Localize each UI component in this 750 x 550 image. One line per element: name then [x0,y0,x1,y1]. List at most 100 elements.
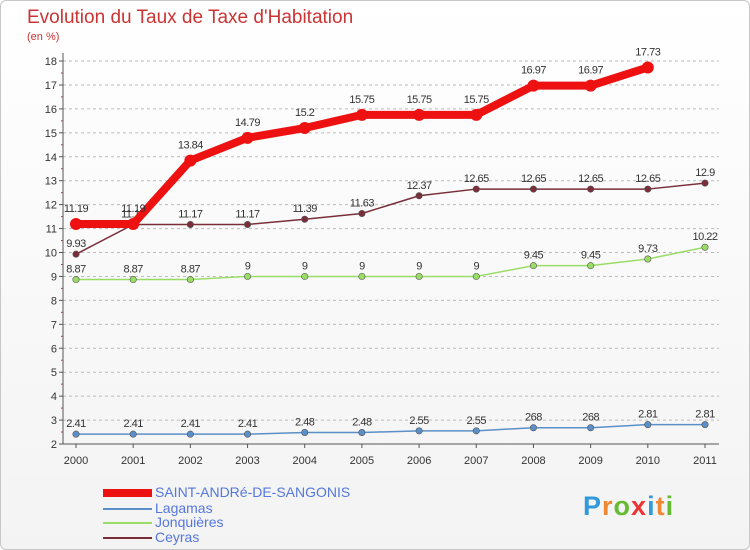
x-tick-label: 2006 [407,455,431,467]
data-label: 12.65 [464,173,489,185]
x-tick-label: 2010 [636,455,660,467]
data-label: 15.2 [295,107,315,119]
data-label: 268 [525,412,542,424]
data-point [301,429,309,437]
x-tick-label: 2004 [292,455,316,467]
data-point [527,79,540,92]
data-point [529,424,537,432]
data-label: 9 [359,260,365,272]
y-tick-label: 6 [51,343,57,355]
y-tick-label: 17 [45,80,57,92]
y-tick-label: 15 [45,128,57,140]
series-line [75,246,706,281]
data-point [186,430,194,438]
data-label: 2.41 [238,418,258,430]
data-label: 11.17 [235,208,260,220]
data-point [701,421,709,429]
proxiti-logo: Proxiti [583,491,674,522]
data-label: 17.73 [635,46,660,58]
data-label: 12.37 [407,180,432,192]
data-label: 2.55 [409,415,429,427]
data-point [413,108,426,121]
data-label: 9 [473,260,479,272]
x-tick-label: 2009 [578,455,602,467]
x-tick-label: 2003 [235,455,259,467]
x-tick-label: 2007 [464,455,488,467]
data-point [301,272,309,280]
data-point [184,154,197,167]
data-point [244,272,252,280]
data-label: 11.39 [293,203,318,215]
data-label: 9.45 [581,250,601,262]
y-tick-label: 8 [51,295,57,307]
data-label: 11.19 [121,203,146,215]
data-point [72,276,80,284]
data-point [644,255,652,263]
data-label: 9 [416,260,422,272]
data-label: 12.9 [695,167,715,179]
data-label: 8.87 [181,264,201,276]
data-label: 9.73 [638,243,658,255]
data-point [644,421,652,429]
y-axis-unit-label: (en %) [27,31,60,43]
data-point [415,427,423,435]
data-label: 9 [245,260,251,272]
logo-letter: t [655,491,666,521]
y-tick-label: 14 [45,152,57,164]
data-point [701,243,709,251]
y-tick-label: 3 [51,415,57,427]
data-point [358,429,366,437]
logo-letter: x [631,491,648,521]
data-point [472,185,480,193]
y-tick-label: 13 [45,176,57,188]
data-label: 268 [582,412,599,424]
legend-label: SAINT-ANDRé-DE-SANGONIS [155,484,351,500]
series-line [75,182,706,255]
data-label: 14.79 [235,117,260,129]
y-tick-label: 4 [51,391,57,403]
data-point [415,272,423,280]
data-label: 11.19 [64,203,89,215]
series-line [75,423,706,435]
y-tick-label: 10 [45,248,57,260]
data-label: 11.17 [178,208,203,220]
logo-letter: P [583,491,603,521]
data-label: 2.41 [181,418,201,430]
x-tick-label: 2000 [64,455,88,467]
data-point [70,218,82,231]
data-point [244,220,252,228]
chart-title: Evolution du Taux de Taxe d'Habitation [27,7,354,28]
data-label: 10.22 [692,231,717,243]
y-tick-label: 7 [51,319,57,331]
legend-label: Ceyras [155,529,200,545]
data-label: 2.48 [352,417,372,429]
legend-label: Lagamas [155,500,213,516]
data-point [701,179,709,187]
data-point [129,276,137,284]
data-point [472,427,480,435]
y-tick-label: 2 [51,439,57,451]
logo-letter: i [647,491,656,521]
data-point [584,79,597,92]
data-point [641,61,654,74]
data-point [72,250,80,258]
data-point [244,430,252,438]
data-label: 15.75 [349,94,374,106]
data-label: 11.63 [350,197,375,209]
data-label: 16.97 [521,65,546,77]
x-tick-label: 2011 [693,455,717,467]
data-point [587,185,595,193]
data-point [186,220,194,228]
data-label: 8.87 [66,264,86,276]
data-point [470,108,483,121]
data-label: 2.41 [66,418,86,430]
data-point [301,215,309,223]
logo-letter: o [613,491,632,521]
y-tick-label: 11 [46,224,57,236]
data-label: 2.81 [638,409,658,421]
data-point [415,192,423,200]
data-point [72,430,80,438]
data-point [355,108,368,121]
